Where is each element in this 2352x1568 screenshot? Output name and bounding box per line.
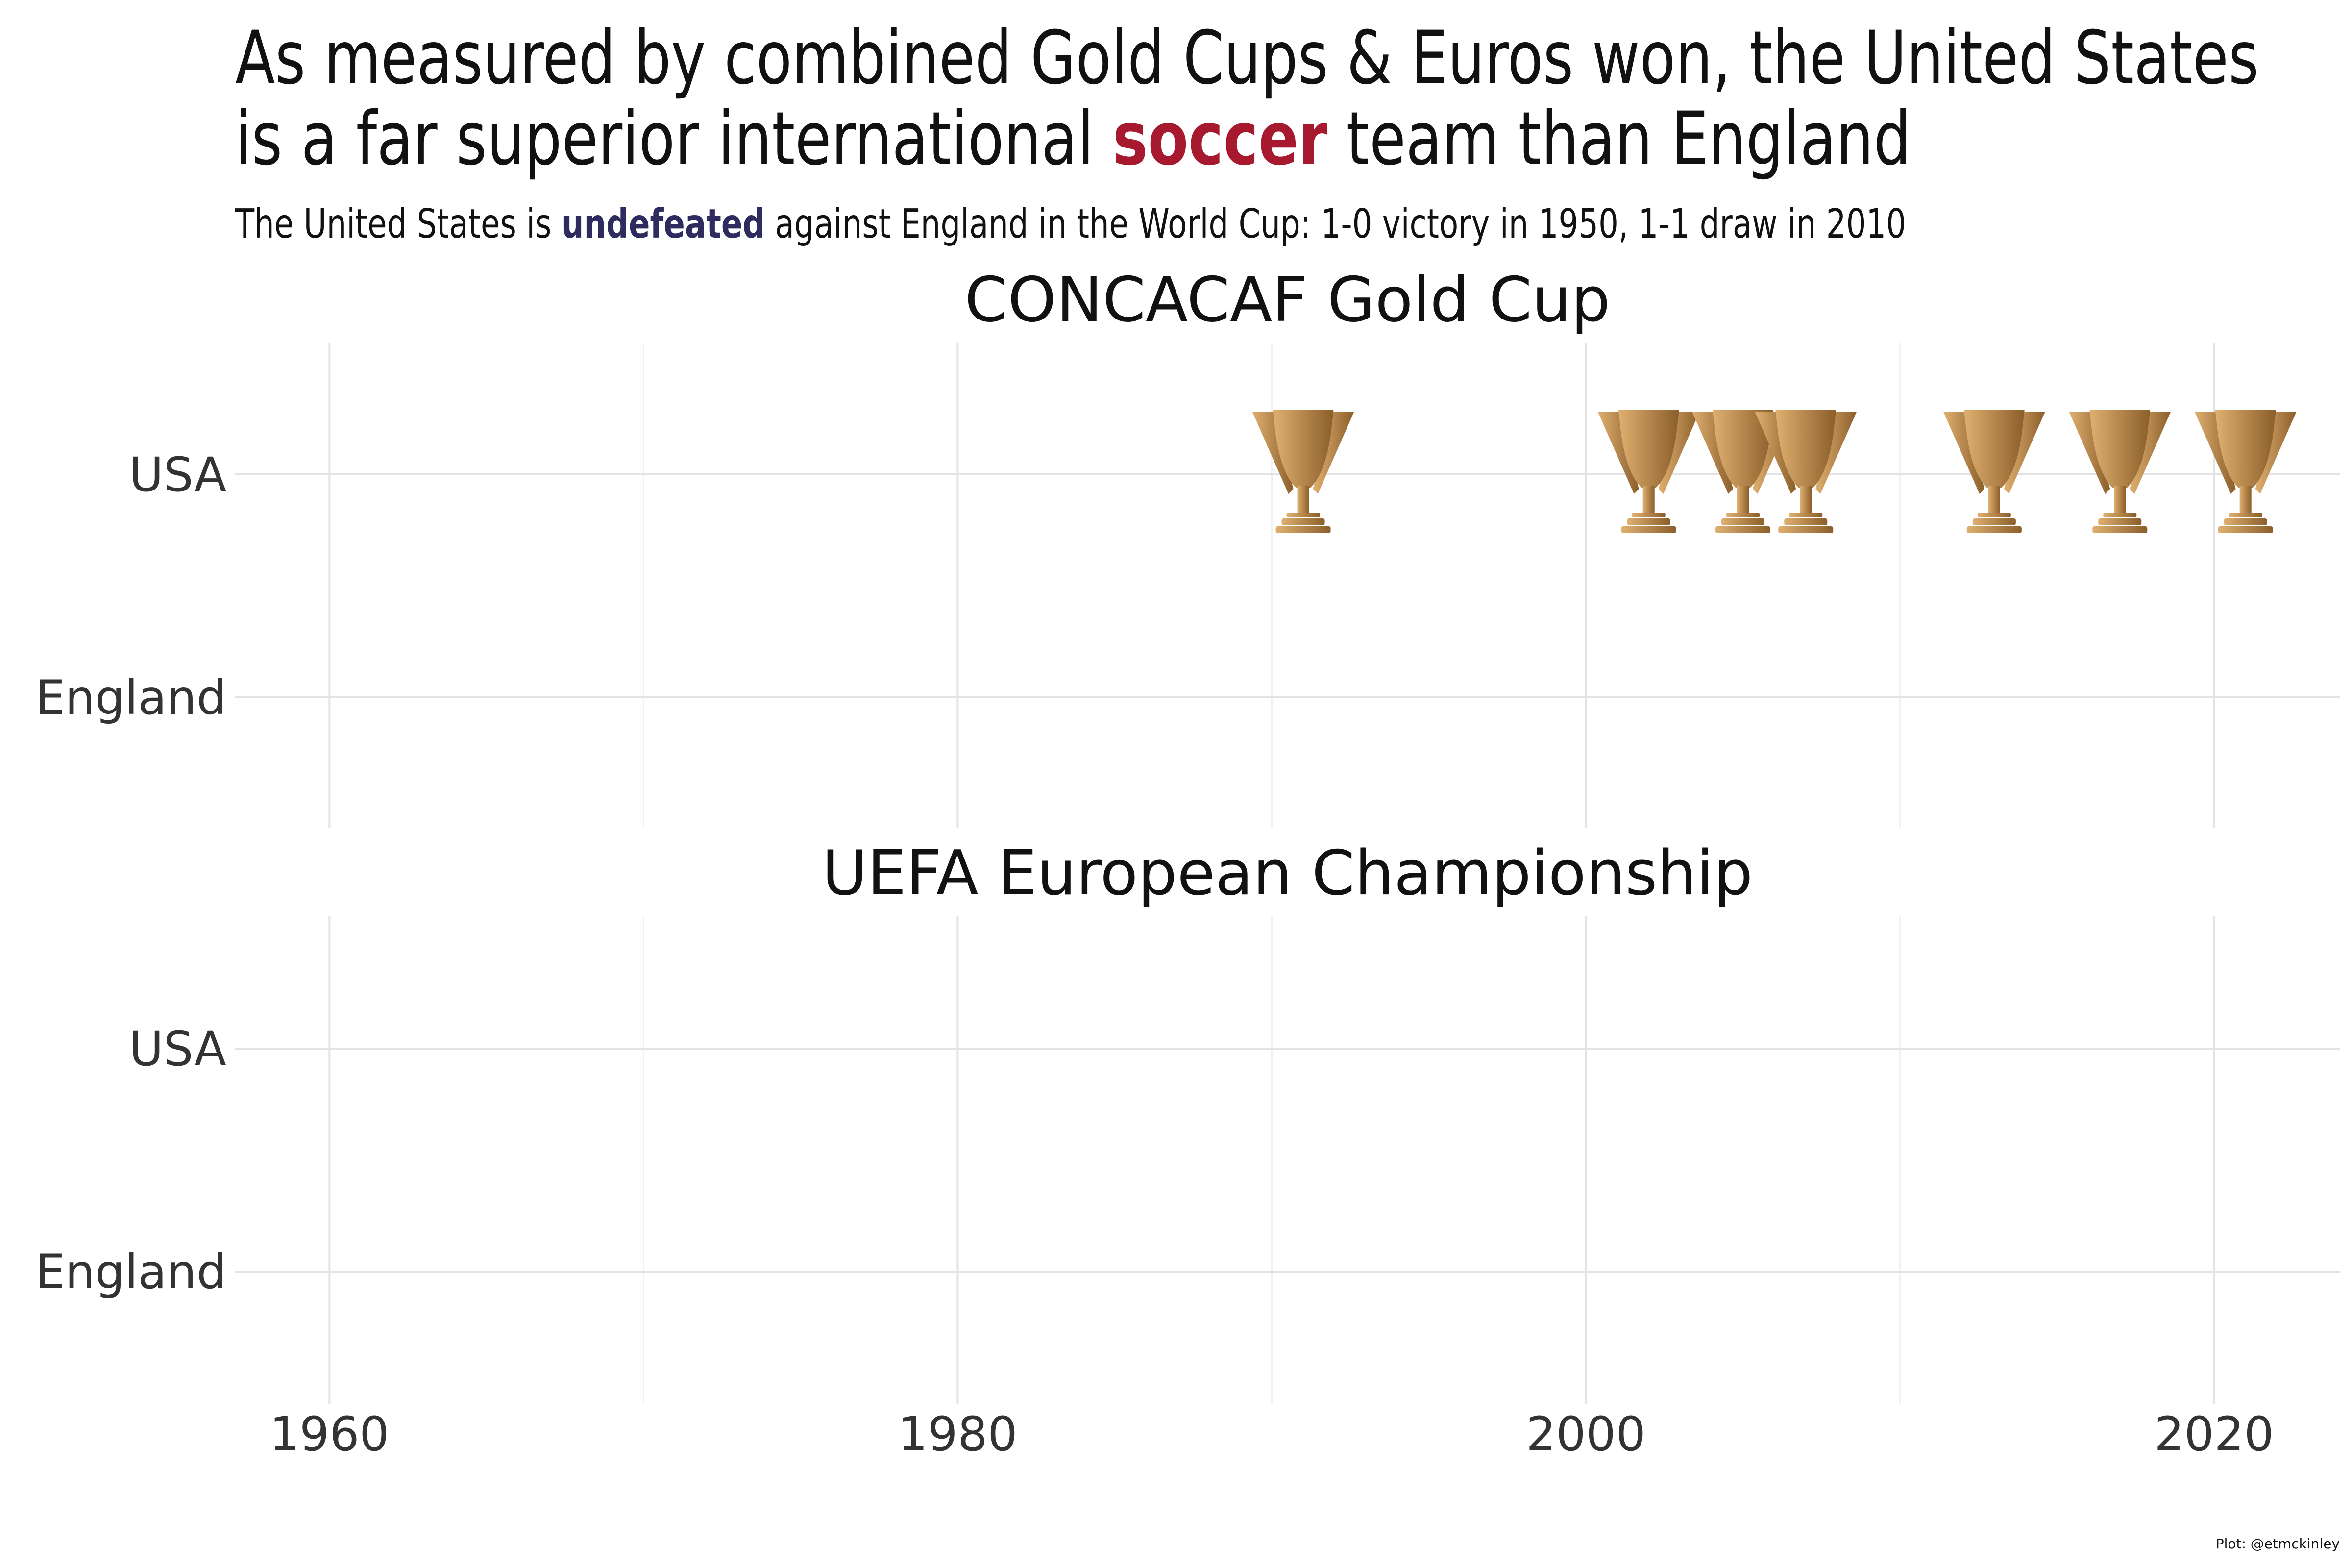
trophy-base-bottom [1778, 526, 1834, 533]
trophy-stem [1988, 486, 2000, 514]
trophy-handle-left [1943, 412, 1984, 494]
trophy-base-top [1286, 513, 1320, 517]
trophy-base-middle [1721, 518, 1765, 525]
trophy-base-bottom [2092, 526, 2148, 533]
trophy-base-middle [1784, 518, 1828, 525]
trophy-base-bottom [2218, 526, 2273, 533]
chart-title-line-1: As measured by combined Gold Cups & Euro… [235, 16, 2259, 101]
trophy-stem [1800, 486, 1812, 514]
chart-subtitle-end: against England in the World Cup: 1-0 vi… [765, 201, 1906, 247]
trophy-handle-right [1815, 412, 1857, 494]
trophy-cup [2089, 410, 2151, 488]
trophy-handle-right [1313, 412, 1354, 494]
trophy-base-top [1726, 513, 1760, 517]
chart-title-line-2-end: team than England [1327, 97, 1911, 182]
trophy-base-middle [2224, 518, 2267, 525]
chart-subtitle-highlight: undefeated [562, 201, 765, 247]
trophy-handle-left [1597, 412, 1639, 494]
chart-title-line-2-start: is a far superior international [235, 97, 1113, 182]
panel-title: CONCACAF Gold Cup [965, 264, 1611, 336]
trophy-stem [2114, 486, 2126, 514]
trophy-cup [1713, 410, 1774, 488]
trophy-base-bottom [1966, 526, 2022, 533]
x-tick-label: 1980 [898, 1407, 1017, 1462]
trophy-handle-left [1755, 412, 1796, 494]
trophy-cup [1618, 410, 1679, 488]
trophy-handle-right [2130, 412, 2171, 494]
trophy-base-middle [1972, 518, 2016, 525]
x-tick-label: 2000 [1526, 1407, 1645, 1462]
chart-title-line-2: is a far superior international soccer t… [235, 97, 1911, 182]
chart-panel: CONCACAF Gold Cup USA England [35, 264, 2340, 828]
trophy-icon [1943, 410, 2045, 533]
x-tick-label: 2020 [2154, 1407, 2274, 1462]
panel-title: UEFA European Championship [822, 837, 1753, 909]
x-tick-label: 1960 [270, 1407, 389, 1462]
trophy-handle-left [2069, 412, 2110, 494]
trophy-handle-left [1692, 412, 1734, 494]
trophy-icon [1597, 410, 1700, 533]
trophy-base-top [1977, 513, 2011, 517]
trophy-cup [1775, 410, 1837, 488]
trophy-stem [1642, 486, 1655, 514]
trophy-icon [2069, 410, 2171, 533]
trophy-handle-right [2004, 412, 2045, 494]
trophy-handle-left [1252, 412, 1294, 494]
trophy-stem [1297, 486, 1309, 514]
chart-subtitle: The United States is undefeated against … [235, 201, 1906, 247]
trophy-handle-left [2194, 412, 2236, 494]
trophy-cup [1963, 410, 2025, 488]
trophy-base-middle [1627, 518, 1670, 525]
trophy-cup [2215, 410, 2276, 488]
trophy-base-top [2229, 513, 2262, 517]
trophy-icon [2194, 410, 2297, 533]
trophy-base-middle [2098, 518, 2142, 525]
y-tick-label: USA [129, 1022, 226, 1077]
trophy-handle-right [2255, 412, 2297, 494]
trophy-base-top [1789, 513, 1823, 517]
trophy-stem [1737, 486, 1749, 514]
trophy-base-bottom [1275, 526, 1331, 533]
chart-title-highlight: soccer [1113, 97, 1328, 182]
y-tick-label: USA [129, 447, 226, 502]
y-tick-label: England [35, 670, 226, 725]
trophy-icon [1252, 410, 1354, 533]
chart-subtitle-start: The United States is [235, 201, 562, 247]
trophy-base-top [2103, 513, 2137, 517]
chart-panel: UEFA European Championship USA England 1960… [35, 837, 2340, 1462]
trophy-stem [2239, 486, 2252, 514]
trophy-icon [1755, 410, 1857, 533]
trophy-base-top [1632, 513, 1666, 517]
chart-caption: Plot: @etmckinley [2216, 1536, 2340, 1552]
trophy-base-middle [1281, 518, 1325, 525]
y-tick-label: England [35, 1245, 226, 1299]
trophy-base-bottom [1715, 526, 1771, 533]
trophy-cup [1273, 410, 1334, 488]
trophy-base-bottom [1621, 526, 1676, 533]
trophy-handle-right [1658, 412, 1700, 494]
